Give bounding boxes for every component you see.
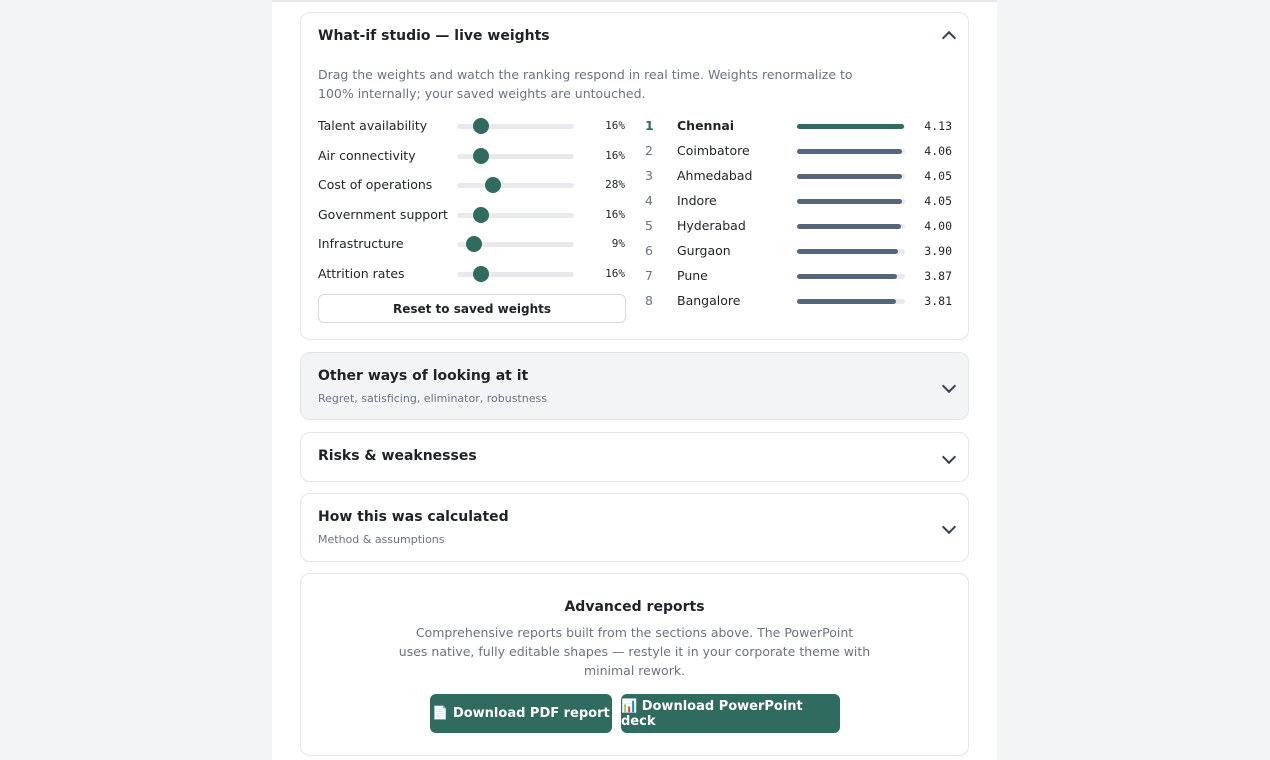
city-name: Hyderabad: [677, 218, 746, 233]
score-value: 4.05: [924, 169, 952, 183]
section-title[interactable]: Risks & weaknesses: [318, 448, 477, 464]
slider-track: [457, 153, 574, 159]
score-value: 3.81: [924, 294, 952, 308]
slider-track: [457, 242, 574, 247]
reports-description: minimal rework.: [583, 663, 686, 678]
weight-label: Cost of operations: [318, 177, 433, 192]
weight-value: 9%: [611, 237, 625, 250]
slider-track: [457, 124, 574, 129]
weight-value: 28%: [605, 178, 625, 191]
slider-thumb[interactable]: [485, 177, 502, 193]
slider-thumb[interactable]: [473, 206, 490, 223]
rank-number: 1: [645, 118, 654, 133]
section-card[interactable]: Risks & weaknesses: [300, 432, 969, 482]
chevron-icon: [941, 378, 957, 394]
score-bar: [797, 199, 902, 204]
download-button[interactable]: 📄 Download PDF report: [430, 694, 612, 733]
weight-value: 16%: [605, 207, 625, 221]
score-bar: [797, 299, 896, 304]
rank-number: 6: [645, 243, 653, 258]
reports-title: Advanced reports: [564, 599, 705, 615]
score-value: 4.00: [924, 219, 952, 233]
content-panel: What-if studio — live weights Drag the we…: [272, 0, 997, 760]
reports-card: Advanced reports Comprehensive reports bu…: [300, 573, 969, 756]
city-name: Chennai: [677, 118, 735, 133]
slider-track: [457, 212, 574, 218]
weight-value: 16%: [605, 266, 625, 280]
rank-number: 8: [645, 293, 653, 308]
download-button[interactable]: 📊 Download PowerPoint deck: [621, 694, 840, 733]
chevron-icon: [941, 30, 957, 46]
studio-title[interactable]: What-if studio — live weights: [318, 28, 550, 44]
rank-number: 2: [645, 143, 653, 158]
slider-thumb[interactable]: [473, 147, 490, 164]
chevron-icon: [941, 519, 957, 535]
section-subtitle: Method & assumptions: [318, 533, 445, 546]
weight-label: Air connectivity: [318, 147, 416, 163]
section-card[interactable]: How this was calculated Method & assumpti…: [300, 493, 969, 562]
chevron-icon: [941, 449, 957, 465]
score-bar: [797, 224, 901, 229]
reset-button[interactable]: Reset to saved weights: [318, 294, 626, 323]
weight-label: Government support: [318, 206, 448, 222]
section-title[interactable]: How this was calculated: [318, 509, 509, 525]
reports-description: uses native, fully editable shapes — res…: [398, 644, 871, 659]
score-value: 4.13: [924, 119, 952, 133]
rank-number: 5: [645, 218, 653, 233]
slider-thumb[interactable]: [473, 118, 490, 134]
rank-number: 3: [645, 168, 653, 183]
score-value: 4.05: [924, 194, 952, 208]
weight-label: Attrition rates: [318, 265, 405, 281]
slider-track: [457, 271, 574, 277]
weight-value: 16%: [605, 119, 625, 132]
section-card[interactable]: Other ways of looking at it Regret, satis…: [300, 352, 969, 420]
city-name: Pune: [677, 268, 708, 283]
weight-value: 16%: [605, 148, 625, 162]
slider-thumb[interactable]: [466, 236, 483, 252]
city-name: Gurgaon: [677, 243, 731, 258]
score-value: 3.90: [924, 244, 952, 258]
slider-track: [457, 183, 574, 188]
score-bar: [797, 274, 898, 279]
city-name: Ahmedabad: [677, 168, 753, 183]
slider-thumb[interactable]: [473, 265, 490, 282]
section-title[interactable]: Other ways of looking at it: [318, 368, 529, 384]
score-value: 3.87: [924, 269, 952, 283]
section-subtitle: Regret, satisficing, eliminator, robustn…: [318, 392, 547, 405]
city-name: Indore: [677, 193, 717, 208]
city-name: Coimbatore: [677, 143, 750, 158]
city-name: Bangalore: [677, 293, 741, 308]
score-bar: [797, 174, 902, 179]
score-bar: [797, 149, 903, 154]
rank-number: 7: [645, 268, 653, 283]
score-value: 4.06: [924, 144, 952, 158]
studio-card: What-if studio — live weights Drag the we…: [300, 12, 969, 340]
weight-label: Talent availability: [318, 118, 428, 133]
score-bar: [797, 124, 904, 129]
studio-description: 100% internally; your saved weights are …: [318, 86, 646, 101]
score-bar: [797, 249, 899, 254]
reports-description: Comprehensive reports built from the sec…: [415, 625, 854, 640]
rank-number: 4: [645, 193, 653, 208]
studio-description: Drag the weights and watch the ranking r…: [318, 67, 853, 82]
weight-label: Infrastructure: [318, 236, 404, 251]
